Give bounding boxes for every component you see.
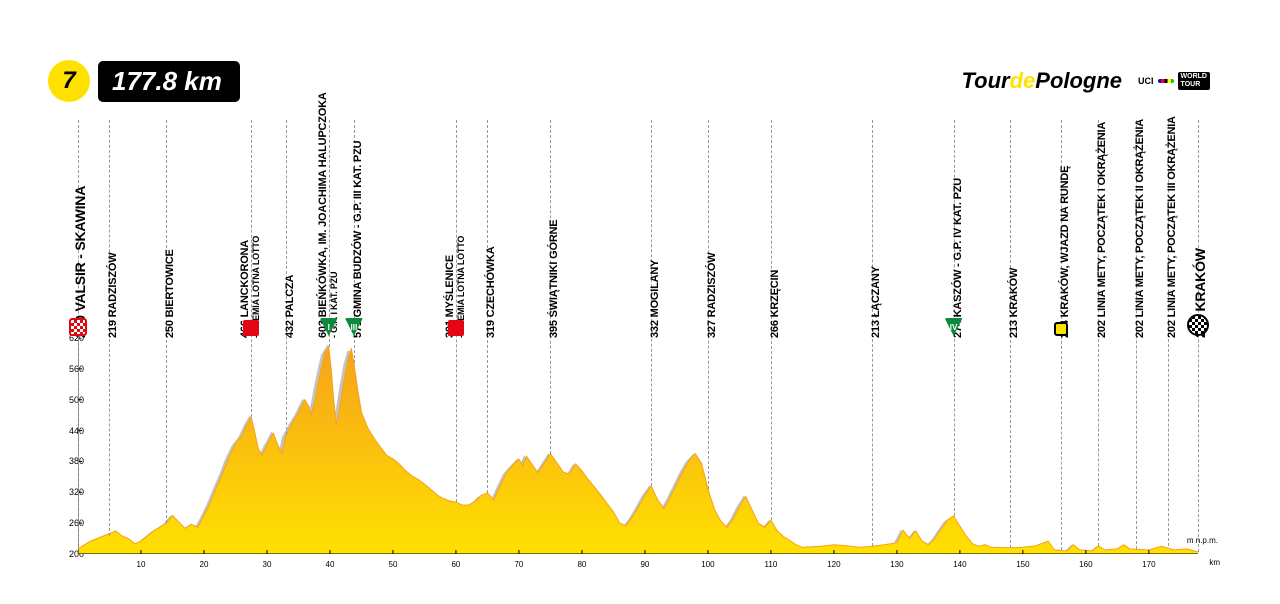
waypoint-label: 332 MOGILANY [649,260,661,338]
waypoint-label: 250 BIERTOWICE [164,249,176,338]
x-tick: 50 [389,560,398,569]
x-tick: 60 [451,560,460,569]
waypoint-label: 210 VALSIR - SKAWINA [72,186,88,338]
sprint-icon [448,320,464,336]
stage-header: 7 177.8 km [48,60,240,102]
sprint-icon [243,320,259,336]
waypoint-label: 202 LINIA METY, POCZĄTEK III OKRĄŻENIA [1166,116,1178,338]
x-tick: 80 [577,560,586,569]
x-tick: 120 [827,560,840,569]
finish-flag-icon [1187,314,1209,336]
x-tick: 40 [326,560,335,569]
x-tick: 170 [1142,560,1155,569]
x-tick: 90 [640,560,649,569]
waypoint-label: 266 KRZĘCIN [769,270,781,338]
uci-badge-l1: WORLD [1181,73,1207,80]
waypoint-label: 202 LINIA METY, POCZĄTEK II OKRĄŻENIA [1134,119,1146,338]
uci-stripes-icon [1158,79,1174,83]
waypoint-label: 319 CZECHÓWKA [485,246,497,338]
brand-part3: Pologne [1035,68,1122,93]
brand-part1: Tour [962,68,1010,93]
waypoint-label: 571 GMINA BUDZÓW - G.P. III KAT. PZU [352,141,364,338]
uci-badge: WORLD TOUR [1178,72,1210,89]
x-tick: 150 [1016,560,1029,569]
uci-text: UCI [1138,76,1154,86]
waypoint-label: 219 RADZISZÓW [107,253,119,338]
waypoint-label: 204 KRAKÓW, WJAZD NA RUNDĘ [1059,166,1071,338]
waypoint-label: 213 ŁĄCZANY [870,266,882,338]
x-tick: 100 [701,560,714,569]
waypoint-sublabel: - G.P. I KAT. PZU [329,92,339,338]
waypoint-label: 213 KRAKÓW [1008,268,1020,338]
event-logo: TourdePologne UCI WORLD TOUR [962,68,1210,94]
stage-distance: 177.8 km [98,61,240,102]
waypoint-label: 274 KASZÓW - G.P. IV KAT. PZU [952,178,964,338]
elevation-profile-chart [78,338,1198,554]
waypoint-labels: 210 VALSIR - SKAWINA219 RADZISZÓW250 BIE… [78,120,1198,338]
uci-badge-l2: TOUR [1181,81,1201,88]
start-flag-icon [69,318,87,336]
x-tick: 70 [514,560,523,569]
x-tick: 10 [137,560,146,569]
x-tick: 140 [953,560,966,569]
waypoint-label: 327 RADZISZÓW [706,253,718,338]
x-tick: 130 [890,560,903,569]
brand-part2: de [1010,68,1036,93]
x-tick: 160 [1079,560,1092,569]
uci-logo: UCI WORLD TOUR [1138,72,1210,89]
waypoint-label: 432 PALCZA [284,275,296,338]
stage-number-badge: 7 [48,60,90,102]
x-tick: 30 [263,560,272,569]
waypoint-label: 603 BIEŃKÓWKA, IM. JOACHIMA HALUPCZOKA- … [317,92,339,338]
x-axis: 10 20 30 40 50 60 70 80 90 100 110 120 130 140 150 160 1… [78,556,1198,574]
waypoint-label: 395 ŚWIĄTNIKI GÓRNE [548,220,560,338]
waypoint-label: 202 LINIA METY, POCZĄTEK I OKRĄŻENIA [1096,122,1108,338]
x-tick: 20 [200,560,209,569]
golden-km-icon [1054,322,1068,336]
x-tick: 110 [765,560,778,569]
x-axis-unit: km [1209,558,1220,567]
